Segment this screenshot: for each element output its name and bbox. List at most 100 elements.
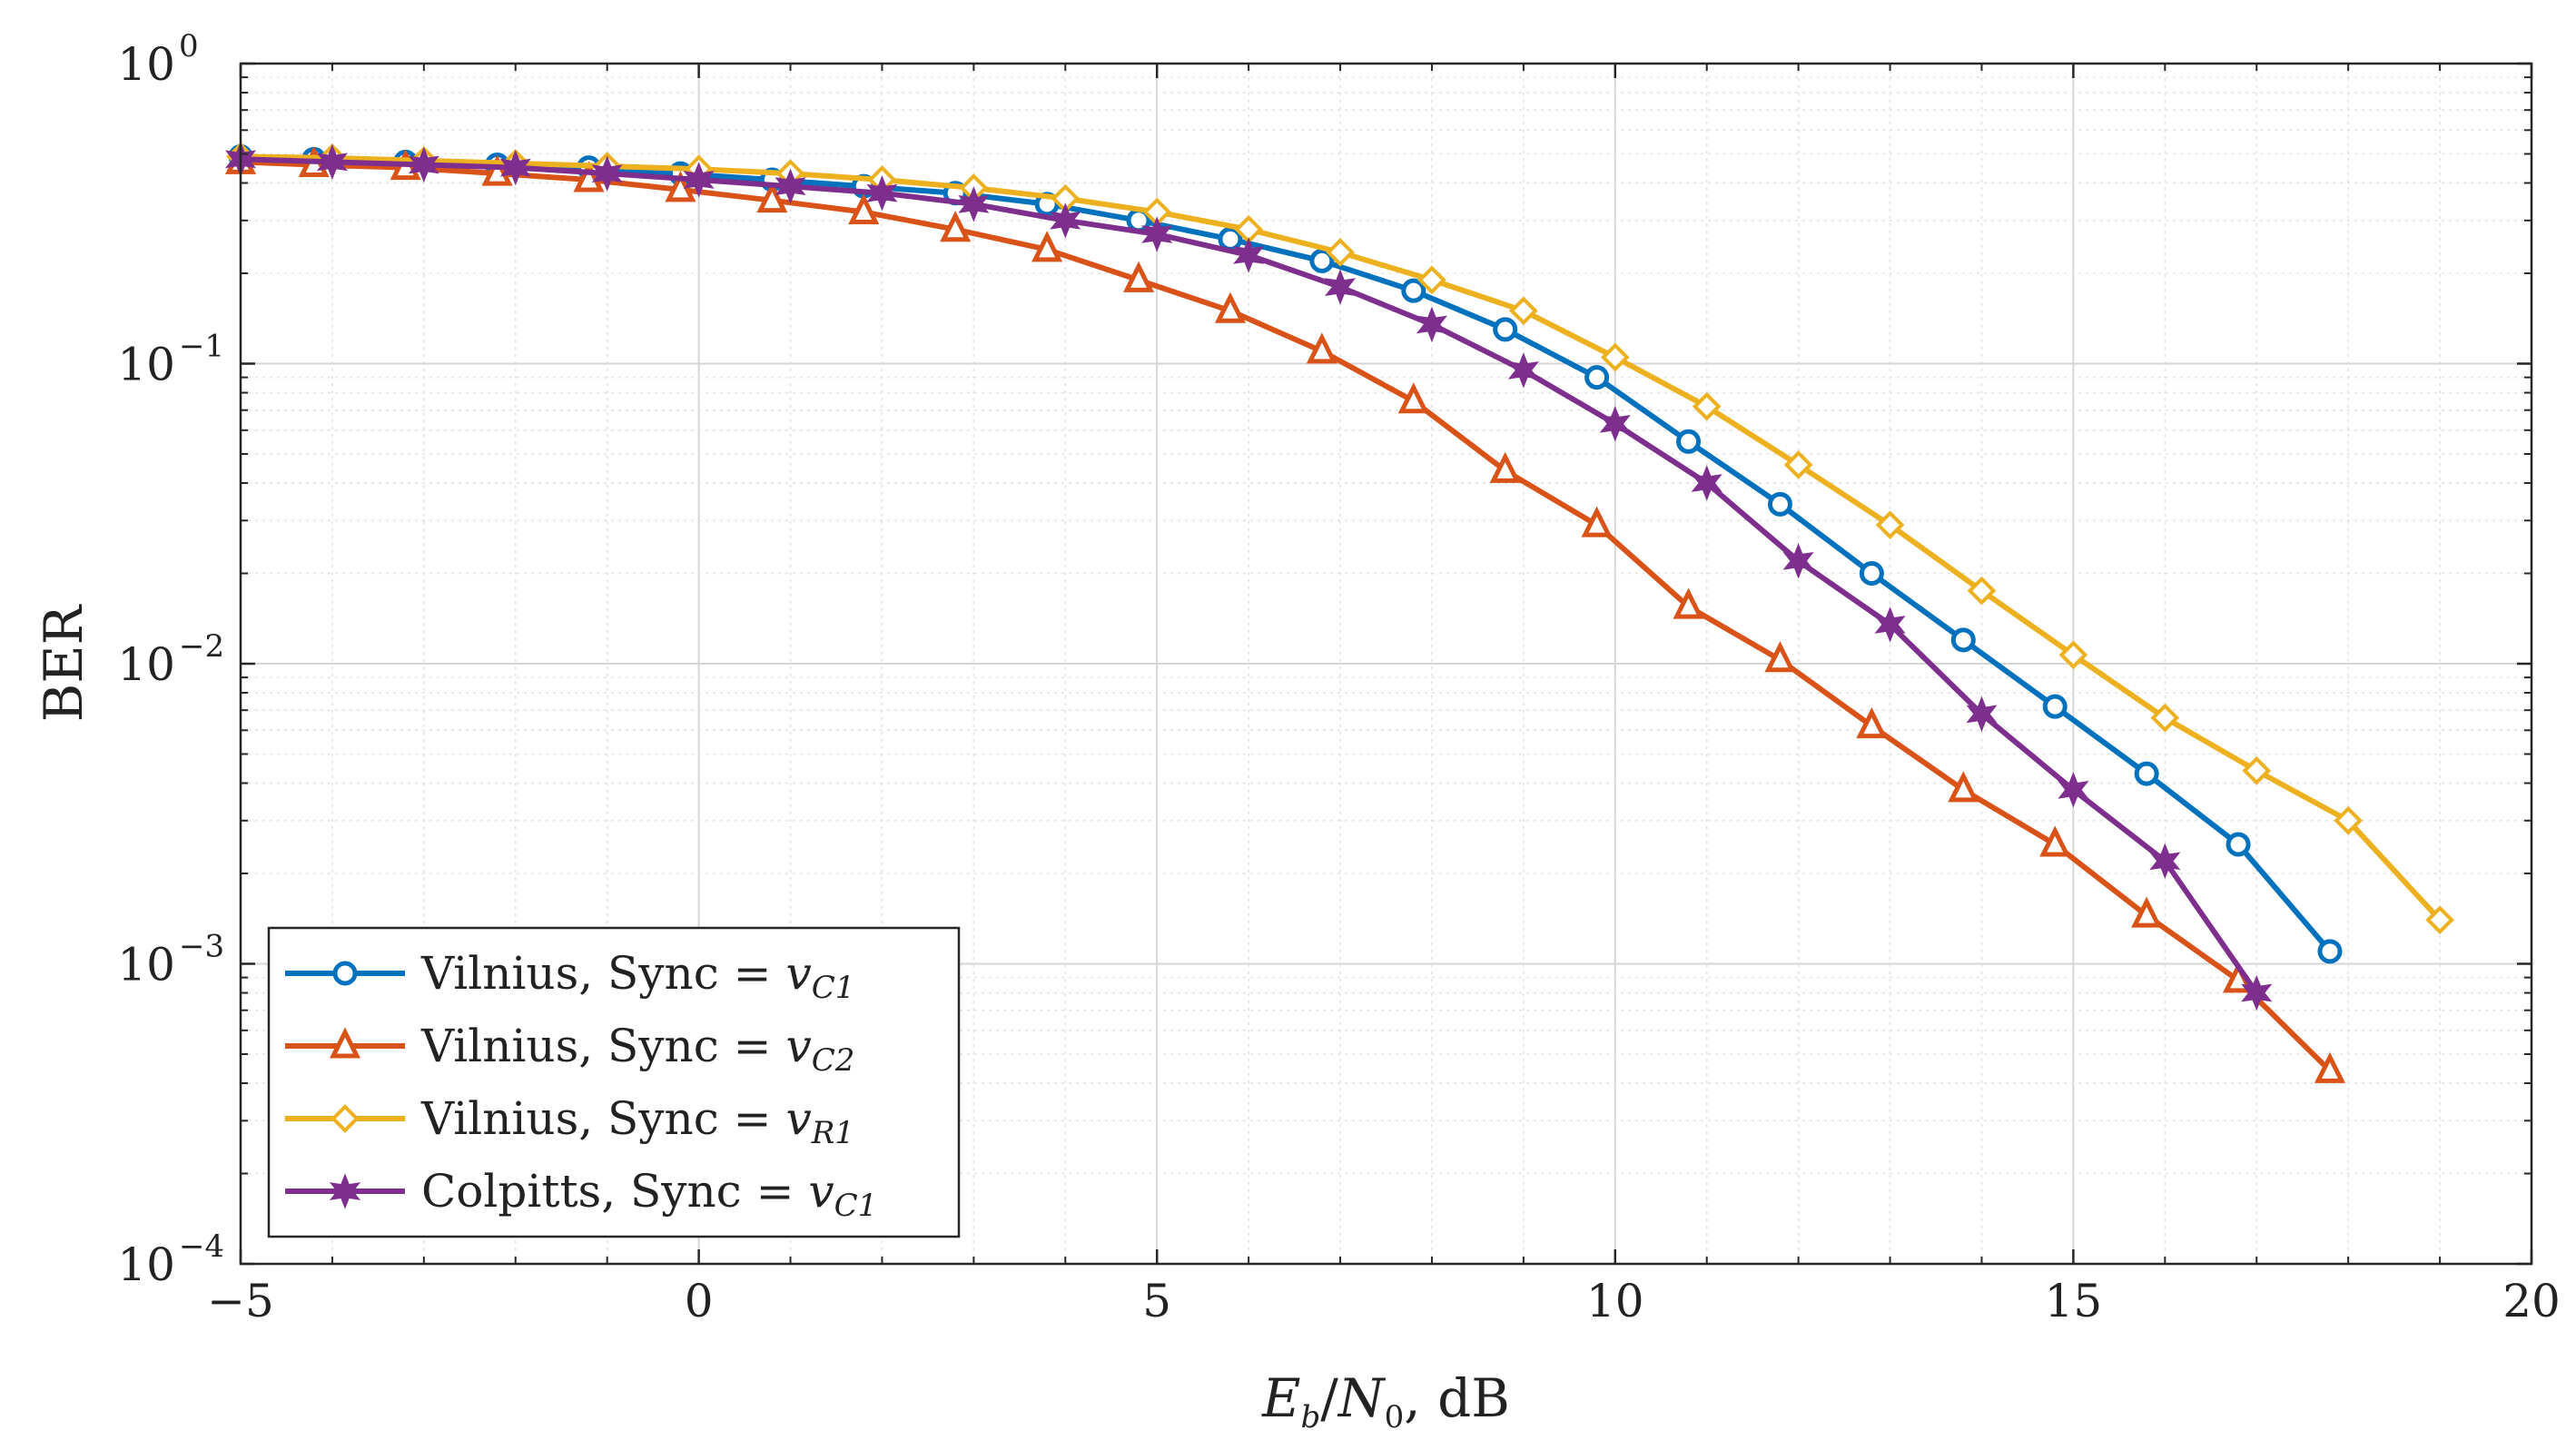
y-tick-label: 10 [117,1238,175,1291]
series-line [240,159,2333,1073]
data-point [1764,641,1796,673]
data-point [866,175,898,212]
data-point [1676,429,1702,454]
legend-entry: Vilnius, Sync = vR1 [285,1092,854,1151]
data-point [1306,332,1337,364]
data-point [1856,707,1888,739]
data-point [2425,905,2454,935]
data-point [2241,974,2273,1011]
data-point [2039,825,2071,857]
data-point [1233,237,1265,273]
data-point [2334,805,2363,835]
data-point [2150,703,2180,733]
data-point [408,146,439,183]
data-point [1416,306,1448,343]
data-point [2134,761,2159,786]
x-tick-label: 20 [2502,1275,2561,1327]
data-point [1493,317,1518,342]
legend-box [267,926,961,1238]
y-tick-label: 10 [117,939,175,991]
data-point [2226,832,2251,857]
data-point [958,186,990,222]
series-group [224,141,2454,1083]
series-4 [224,141,2273,1011]
grid [241,64,2532,1264]
data-point [1875,510,1905,540]
legend-label: Vilnius, Sync = vC2 [420,1020,854,1079]
data-point [1031,231,1063,262]
legend-entry: Colpitts, Sync = vC1 [285,1165,877,1224]
data-point [848,192,880,225]
data-point [1859,561,1884,587]
legend-entry: Vilnius, Sync = vC1 [285,947,854,1006]
data-point [573,161,605,192]
x-axis-label: Eb/N0, dB [1261,1367,1510,1435]
data-point [2058,640,2088,670]
data-point [1401,278,1426,303]
y-tick-label: 10 [117,38,175,91]
y-tick-exponent: 0 [179,28,199,64]
data-point [316,143,348,181]
data-point [481,154,513,186]
data-point [1584,365,1610,390]
data-point [1948,771,1979,803]
data-point [1966,695,1998,733]
data-point [1950,627,1976,653]
data-point [2242,756,2272,785]
data-point [1397,382,1429,414]
legend-label: Vilnius, Sync = vR1 [420,1092,854,1151]
data-point [1489,451,1521,483]
data-point [591,155,623,192]
legend-marker [331,1104,360,1133]
legend-label: Colpitts, Sync = vC1 [421,1165,877,1224]
data-point [499,149,531,186]
data-point [1141,216,1173,252]
data-point [1214,291,1246,323]
data-point [1326,238,1355,267]
data-point [1599,406,1631,442]
data-point [1767,491,1792,517]
legend-label: Vilnius, Sync = vC1 [420,947,854,1006]
data-point [683,162,715,198]
legend: Vilnius, Sync = vC1 Vilnius, Sync = vC2 Vi… [267,926,961,1238]
data-point [2317,939,2343,964]
data-point [1309,248,1335,273]
data-point [775,168,806,204]
data-point [2042,694,2068,719]
x-ticks: −5 0 5 10 15 20 [207,64,2561,1327]
legend-marker [329,1173,361,1209]
data-point [2058,772,2089,808]
data-point [1507,352,1539,389]
x-tick-label: 15 [2045,1275,2103,1327]
data-point [1324,269,1357,305]
y-tick-label: 10 [117,638,175,691]
data-point [1692,391,1722,421]
data-point [1122,261,1155,292]
legend-marker [332,961,358,986]
legend-marker [329,1027,361,1059]
data-point [756,182,788,213]
data-point [1673,587,1704,619]
legend-entry: Vilnius, Sync = vC2 [285,1020,854,1079]
y-tick-exponent: −2 [179,628,224,665]
x-tick-label: 10 [1586,1275,1644,1327]
data-point [1967,576,1997,606]
x-tick-label: 5 [1142,1275,1171,1327]
y-tick-label: 10 [117,339,175,391]
y-tick-exponent: −3 [179,929,224,965]
data-point [2314,1051,2346,1083]
x-tick-label: −5 [207,1275,274,1327]
x-tick-label: 0 [685,1275,714,1327]
data-point [1600,342,1630,372]
data-point [1509,296,1538,326]
y-tick-exponent: −4 [179,1228,224,1265]
y-axis-label: BER [33,603,94,722]
data-point [1050,202,1081,239]
series-2 [224,143,2346,1083]
data-point [1782,543,1814,579]
data-point [940,211,972,242]
data-point [2131,896,2163,928]
